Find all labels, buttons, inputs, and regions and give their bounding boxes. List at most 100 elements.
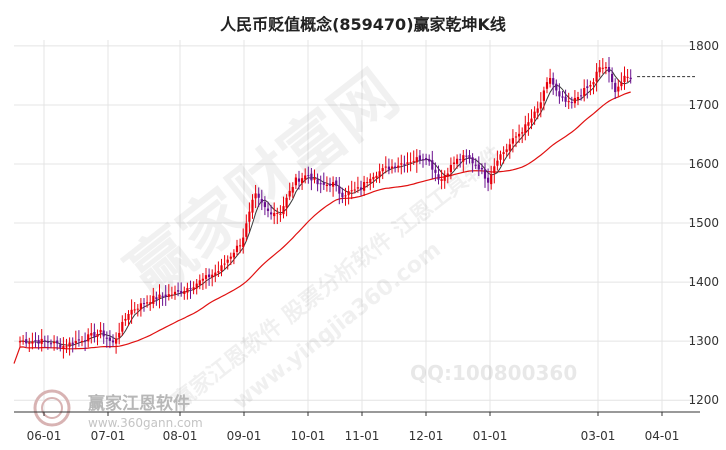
candle-body (164, 294, 167, 298)
candle-body (217, 271, 220, 273)
candle-body (198, 280, 201, 285)
watermark-logo-text: 赢家江恩软件 (88, 393, 190, 414)
x-tick-label: 07-01 (91, 429, 126, 443)
candle-body (549, 77, 552, 84)
candle-body (226, 259, 229, 263)
candle-body (328, 183, 332, 186)
candle-body (524, 124, 527, 133)
candle-body (56, 340, 59, 344)
candle-body (46, 341, 49, 343)
candle-body (270, 212, 273, 215)
candle-body (118, 332, 121, 338)
candle-body (536, 108, 539, 113)
candle-body (518, 133, 521, 137)
candle-body (124, 318, 127, 321)
candle-body (378, 171, 381, 178)
candle-body (496, 160, 499, 166)
candle-body (465, 155, 468, 157)
candle-body (304, 175, 307, 180)
candle-body (620, 82, 623, 87)
candle-body (369, 178, 372, 184)
candle-body (195, 283, 198, 289)
x-tick-label: 09-01 (227, 429, 262, 443)
candle-body (220, 265, 223, 272)
x-tick-label: 06-01 (27, 429, 62, 443)
candle-body (111, 340, 115, 343)
candle-body (440, 179, 443, 181)
candle-body (443, 175, 446, 181)
candle-body (446, 173, 449, 177)
x-tick-label: 11-01 (345, 429, 380, 443)
candle-body (49, 343, 53, 345)
candle-body (480, 167, 483, 170)
candle-body (245, 223, 248, 237)
candle-body (459, 159, 462, 161)
candle-body (539, 102, 542, 109)
candle-body (341, 192, 344, 198)
candle-body (177, 290, 180, 292)
candle-body (611, 73, 614, 82)
candle-body (570, 102, 573, 104)
candle-body (31, 341, 34, 344)
candle-body (375, 175, 378, 179)
chart-title: 人民币贬值概念(859470)赢家乾坤K线 (220, 15, 506, 34)
candle-body (431, 160, 434, 170)
candle-body (282, 206, 285, 215)
candle-body (601, 67, 604, 69)
candle-body (180, 290, 183, 294)
candle-body (232, 252, 235, 258)
candle-body (347, 191, 350, 196)
candle-body (434, 169, 437, 173)
candle-body (263, 202, 266, 208)
candle-body (59, 344, 62, 348)
candle-body (37, 339, 40, 344)
candle-body (561, 96, 564, 98)
y-tick-label: 1200 (688, 393, 719, 407)
candle-body (483, 169, 487, 179)
candle-body (189, 287, 192, 289)
candle-body (412, 160, 415, 162)
x-tick-label: 04-01 (645, 429, 680, 443)
candle-body (567, 101, 570, 103)
watermark-logo-url: www.360gann.com (88, 416, 203, 430)
candle-body (102, 330, 105, 337)
candle-body (403, 163, 406, 165)
candle-body (586, 86, 589, 89)
candle-body (115, 338, 118, 344)
candle-body (239, 245, 242, 247)
candle-body (350, 190, 353, 192)
candle-body (235, 245, 239, 252)
candle-body (623, 75, 626, 83)
candle-body (68, 342, 71, 347)
candle-body (223, 263, 226, 265)
x-tick-label: 10-01 (291, 429, 326, 443)
candle-body (552, 78, 555, 85)
candle-body (502, 152, 505, 155)
candle-body (204, 275, 208, 279)
candle-body (149, 302, 152, 305)
candle-body (511, 138, 514, 144)
y-axis-ticks: 1200 1300 1400 1500 1600 1700 1800 (688, 39, 719, 407)
candle-body (508, 144, 511, 151)
candle-body (229, 256, 232, 259)
candle-body (558, 91, 561, 97)
x-tick-label: 08-01 (163, 429, 198, 443)
candle-body (598, 67, 601, 73)
candle-body (96, 334, 99, 337)
candle-body (421, 159, 425, 161)
candle-body (573, 97, 576, 104)
candle-body (279, 213, 282, 215)
candle-body (208, 274, 211, 278)
candle-body (604, 67, 607, 69)
candle-body (471, 157, 474, 164)
candle-body (452, 162, 456, 164)
candle-body (130, 309, 133, 315)
candle-body (359, 187, 363, 190)
candle-body (356, 187, 359, 189)
candle-body (307, 175, 310, 177)
candle-body (136, 308, 139, 310)
candle-body (201, 278, 204, 281)
candle-body (248, 211, 251, 222)
candle-body (254, 193, 257, 199)
